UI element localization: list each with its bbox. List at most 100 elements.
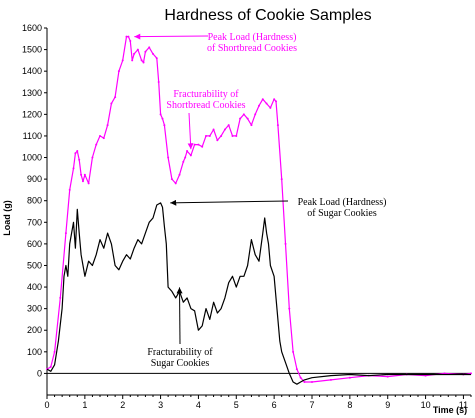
x-tick-label: 0 — [44, 400, 49, 410]
series-point — [386, 375, 389, 378]
series-point — [74, 152, 77, 155]
series-line-0 — [46, 35, 472, 383]
y-tick-label: 100 — [27, 347, 42, 357]
y-tick-label: 400 — [27, 282, 42, 292]
series-point — [295, 368, 298, 371]
series-point — [87, 182, 90, 185]
axes: 0100200300400500600700800900100011001200… — [22, 23, 472, 410]
series-point — [49, 365, 52, 368]
series-point — [140, 59, 143, 62]
y-tick-label: 700 — [27, 217, 42, 227]
x-tick-label: 8 — [347, 400, 352, 410]
series-point — [273, 98, 276, 101]
series-point — [129, 39, 132, 42]
x-tick-label: 3 — [158, 400, 163, 410]
series-point — [83, 173, 86, 176]
annotation-text: Peak Load (Hardness) of Shortbread Cookie… — [207, 32, 297, 54]
series-point — [250, 124, 253, 127]
series-point — [280, 178, 283, 181]
annotation-line: Sugar Cookies — [151, 358, 210, 369]
series-point — [201, 145, 204, 148]
y-tick-label: 1100 — [23, 131, 42, 141]
series-point — [178, 173, 181, 176]
annotation-text: Peak Load (Hardness) of Sugar Cookies — [298, 197, 387, 219]
x-tick-label: 6 — [272, 400, 277, 410]
series-point — [246, 117, 249, 120]
series-point — [223, 128, 226, 131]
y-tick-label: 200 — [27, 325, 42, 335]
series-point — [269, 106, 272, 109]
series-point — [235, 134, 238, 137]
series-point — [81, 180, 84, 183]
series-point — [72, 167, 75, 170]
series-point — [227, 124, 230, 127]
annotation-arrow — [170, 199, 289, 206]
series-point — [144, 50, 147, 53]
chart-title: Hardness of Cookie Samples — [164, 7, 371, 24]
series-point — [311, 381, 313, 384]
x-tick-label: 1 — [82, 400, 87, 410]
annotation-text: Fracturability of Shortbread Cookies — [166, 89, 245, 111]
series-point — [265, 102, 268, 105]
series-point — [242, 113, 245, 116]
y-tick-label: 1200 — [22, 109, 42, 119]
series-point — [64, 232, 67, 235]
series-point — [163, 124, 166, 127]
series-point — [53, 350, 56, 353]
x-tick-label: 4 — [196, 400, 201, 410]
series-line-1 — [46, 202, 471, 385]
y-axis-label: Load (g) — [2, 200, 12, 236]
series-point — [127, 35, 130, 38]
series-point — [212, 128, 215, 131]
series-point — [170, 178, 173, 181]
series-point — [167, 156, 170, 159]
annotation-line: Fracturability of — [147, 347, 213, 358]
series-point — [117, 70, 120, 73]
series-point — [148, 46, 151, 49]
series-point — [131, 59, 134, 62]
series-point — [231, 134, 234, 137]
y-tick-label: 500 — [27, 260, 42, 270]
y-tick-label: 900 — [27, 174, 42, 184]
x-tick-label: 7 — [309, 400, 314, 410]
y-tick-label: 800 — [27, 196, 42, 206]
y-tick-label: 600 — [27, 239, 42, 249]
series-point — [276, 124, 279, 127]
series-point — [348, 376, 351, 379]
series-point — [299, 376, 302, 379]
series-point — [216, 139, 219, 142]
y-tick-label: 1600 — [22, 23, 42, 33]
x-tick-label: 9 — [385, 400, 390, 410]
series-point — [261, 98, 264, 101]
series-point — [76, 150, 79, 153]
series-point — [152, 52, 154, 55]
series-point — [254, 113, 257, 116]
x-tick-label: 5 — [234, 400, 239, 410]
series-point — [78, 158, 81, 161]
x-tick-label: 11 — [459, 400, 468, 410]
series-point — [125, 35, 128, 38]
series-point — [133, 52, 136, 55]
series-point — [161, 117, 164, 120]
series-point — [68, 188, 71, 191]
series-point — [110, 102, 113, 105]
x-axis-label: Time (s) — [433, 405, 467, 415]
series-point — [121, 59, 124, 62]
annotation-arrow — [176, 287, 183, 345]
series-point — [106, 124, 109, 127]
series-point — [258, 104, 260, 107]
series-point — [197, 143, 200, 146]
annotation-text: Fracturability of Sugar Cookies — [147, 347, 213, 369]
series-point — [186, 150, 189, 153]
series-point — [220, 134, 223, 137]
series-point — [91, 156, 94, 159]
series-point — [275, 100, 278, 103]
y-tick-label: 300 — [27, 304, 42, 314]
series-point — [182, 160, 185, 163]
series-point — [292, 350, 295, 353]
x-tick-label: 10 — [421, 400, 431, 410]
series-point — [95, 143, 98, 146]
x-tick-label: 2 — [120, 400, 125, 410]
y-tick-label: 1500 — [22, 45, 42, 55]
